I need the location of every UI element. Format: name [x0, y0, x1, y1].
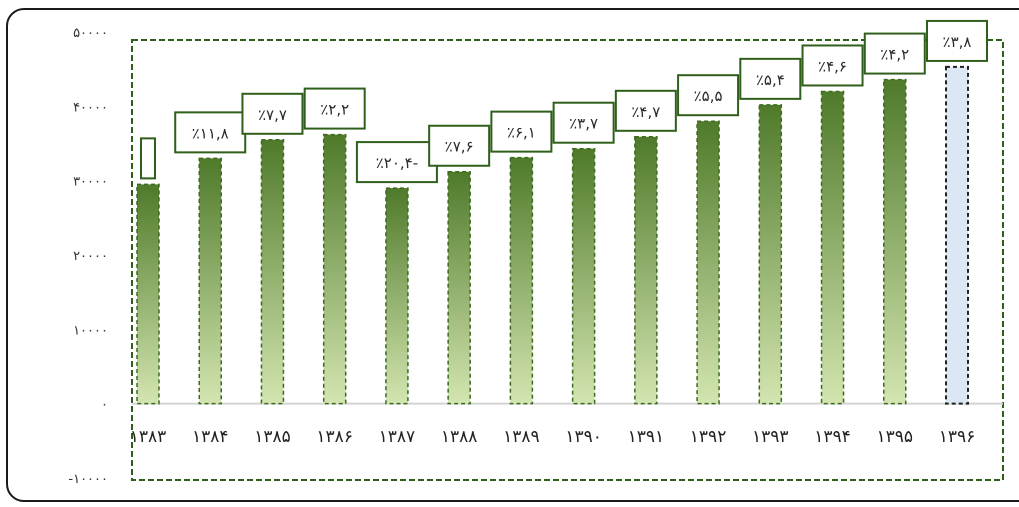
y-tick-label: ۱۰۰۰۰ [73, 323, 108, 338]
data-label: ٪۲۰,۴- [376, 154, 418, 172]
bar [385, 187, 409, 405]
x-tick-label: ۱۳۸۳ [130, 427, 167, 447]
data-label-box [552, 101, 615, 144]
data-label: ٪۵,۴ [756, 71, 785, 89]
x-tick-label: ۱۳۹۵ [877, 427, 914, 447]
x-tick-label: ۱۳۹۲ [690, 427, 727, 447]
data-label-box [801, 44, 864, 87]
bar [945, 65, 969, 405]
data-label-box [140, 137, 156, 180]
data-label-box [490, 110, 553, 153]
data-label: ٪۷,۶ [445, 138, 474, 156]
x-tick-label: ۱۳۸۵ [254, 427, 291, 447]
data-label: ٪۴,۷ [631, 103, 660, 121]
data-label-box [614, 89, 677, 132]
bar [634, 136, 658, 405]
y-tick-label: ۰ [101, 398, 108, 413]
plot-area [131, 39, 1004, 481]
bar [758, 104, 783, 405]
data-label: ٪۷,۷ [258, 106, 287, 124]
data-label-box [926, 19, 988, 62]
x-tick-label: ۱۳۹۶ [939, 427, 976, 447]
data-label-box [863, 32, 926, 75]
y-axis: ۵۰۰۰۰ ۴۰۰۰۰ ۳۰۰۰۰ ۲۰۰۰۰ ۱۰۰۰۰ ۰ -۱۰۰۰۰ [68, 26, 108, 487]
x-tick-label: ۱۳۹۳ [752, 427, 789, 447]
x-tick-label: ۱۳۹۴ [814, 427, 851, 447]
x-axis: ۱۳۸۳ ۱۳۸۴ ۱۳۸۵ ۱۳۸۶ ۱۳۸۷ ۱۳۸۸ ۱۳۸۹ ۱۳۹۰ ۱۳۹۱ ۱۳۹۲… [130, 427, 976, 447]
data-label-box [739, 57, 802, 100]
y-tick-label: ۵۰۰۰۰ [73, 26, 108, 41]
x-tick-label: ۱۳۹۱ [628, 427, 665, 447]
x-tick-label: ۱۳۸۴ [192, 427, 229, 447]
data-labels: ٪۱۱,۸ ٪۷,۷ ٪۲,۲ ٪۲۰,۴- ٪۷,۶ ٪۶,۱ ٪۳,۷ ٪۴,۷ ٪۵,۵ ٪… [140, 19, 988, 184]
data-label-box [428, 124, 491, 167]
chart-frame [6, 8, 1019, 502]
x-tick-label: ۱۳۸۹ [503, 427, 540, 447]
data-label: ٪۶,۱ [507, 124, 536, 142]
data-label: ٪۱۱,۸ [192, 124, 229, 142]
data-label: ٪۳,۷ [569, 115, 598, 133]
bar [198, 157, 222, 405]
data-label-box [241, 92, 304, 135]
y-tick-label: ۳۰۰۰۰ [73, 175, 108, 190]
bars [136, 65, 969, 405]
data-label-box [677, 74, 740, 117]
data-label: ٪۲,۲ [320, 101, 349, 119]
bar [820, 90, 845, 405]
y-tick-label: ۴۰۰۰۰ [73, 100, 108, 115]
data-label: ٪۴,۶ [818, 57, 847, 75]
x-tick-label: ۱۳۸۷ [379, 427, 416, 447]
bar [696, 120, 720, 405]
bar [447, 170, 471, 405]
bar [136, 183, 160, 405]
x-tick-label: ۱۳۸۸ [441, 427, 478, 447]
x-tick-label: ۱۳۹۰ [565, 427, 602, 447]
y-tick-label: ۲۰۰۰۰ [73, 249, 108, 264]
bar [571, 147, 596, 405]
bar [883, 78, 907, 405]
bar [260, 139, 285, 405]
data-label: ٪۵,۵ [694, 87, 723, 105]
x-tick-label: ۱۳۸۶ [316, 427, 353, 447]
bar [322, 133, 347, 405]
y-tick-label: -۱۰۰۰۰ [68, 472, 108, 487]
data-label: ٪۳,۸ [943, 33, 972, 51]
data-label: ٪۴,۲ [880, 46, 909, 64]
bar [509, 156, 534, 405]
data-label-box [303, 87, 366, 130]
